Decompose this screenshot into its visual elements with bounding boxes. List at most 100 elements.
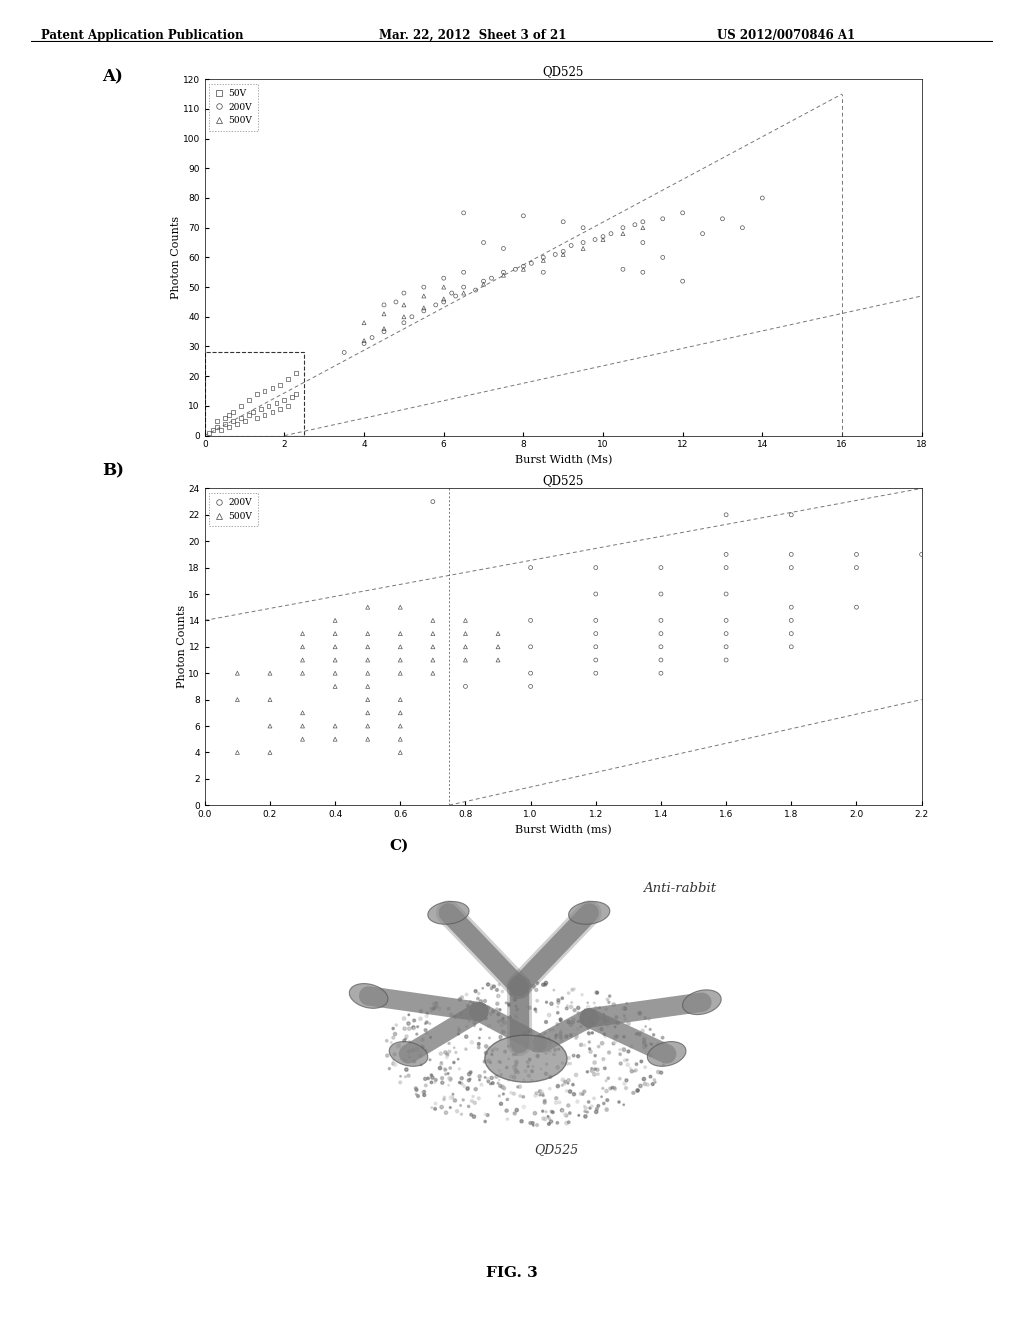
Point — [542, 1067, 558, 1088]
Point — [416, 300, 432, 321]
Point — [551, 1092, 567, 1113]
Point — [427, 1093, 443, 1114]
Point — [603, 223, 620, 244]
Point — [566, 999, 583, 1020]
Point — [437, 1064, 454, 1085]
Point — [458, 649, 474, 671]
Point — [587, 1045, 603, 1067]
Point — [508, 1052, 524, 1073]
Point — [553, 1020, 569, 1041]
Point — [541, 1107, 557, 1129]
Point — [470, 989, 486, 1010]
Point — [512, 1085, 528, 1106]
Point — [268, 392, 285, 413]
Point — [327, 663, 343, 684]
Point — [580, 1061, 596, 1082]
Point — [586, 1064, 602, 1085]
Point — [510, 1061, 526, 1082]
Ellipse shape — [484, 1035, 567, 1082]
Point — [590, 1064, 606, 1085]
Point — [492, 1028, 508, 1049]
Point — [548, 1026, 564, 1047]
Point — [425, 649, 441, 671]
Point — [452, 1072, 468, 1093]
Point — [580, 1018, 596, 1039]
Point — [578, 1097, 594, 1118]
Point — [554, 1030, 570, 1051]
Point — [563, 1024, 580, 1045]
Point — [493, 1027, 509, 1048]
Point — [453, 1094, 469, 1115]
Point — [535, 1031, 551, 1052]
Point — [581, 1024, 597, 1045]
Point — [718, 649, 734, 671]
Point — [652, 623, 669, 644]
Point — [468, 1078, 484, 1100]
Point — [456, 261, 472, 282]
Point — [639, 1074, 655, 1096]
Point — [632, 1003, 648, 1024]
Point — [487, 1038, 504, 1059]
Point — [554, 1074, 570, 1096]
Point — [617, 1077, 634, 1098]
Point — [376, 318, 392, 339]
Point — [392, 715, 409, 737]
Point — [385, 1027, 401, 1048]
Point — [460, 995, 476, 1016]
Point — [237, 411, 253, 432]
Point — [632, 1076, 648, 1097]
Point — [601, 986, 617, 1007]
X-axis label: Burst Width (ms): Burst Width (ms) — [515, 825, 611, 836]
Point — [565, 1045, 582, 1067]
Point — [500, 1089, 516, 1110]
Point — [597, 1057, 613, 1078]
Point — [635, 216, 651, 238]
Ellipse shape — [349, 983, 388, 1008]
Point — [471, 1088, 487, 1109]
Point — [220, 404, 237, 425]
Point — [593, 1019, 609, 1040]
Point — [652, 610, 669, 631]
Point — [465, 1086, 481, 1107]
Point — [574, 216, 591, 238]
Point — [509, 1031, 525, 1052]
Point — [294, 649, 310, 671]
Point — [425, 491, 441, 512]
Point — [848, 544, 864, 565]
Point — [484, 1040, 501, 1061]
Point — [478, 1036, 495, 1057]
Point — [597, 1010, 613, 1031]
Point — [262, 715, 279, 737]
Point — [548, 1088, 564, 1109]
Point — [566, 978, 583, 999]
Point — [538, 1101, 554, 1122]
Point — [426, 997, 442, 1018]
Point — [506, 1056, 522, 1077]
Point — [529, 973, 546, 994]
Ellipse shape — [568, 902, 610, 924]
Point — [588, 649, 604, 671]
Point — [718, 557, 734, 578]
Point — [495, 1022, 511, 1043]
Point — [522, 1036, 539, 1057]
Point — [516, 1071, 532, 1092]
Point — [611, 1092, 628, 1113]
Point — [507, 259, 523, 280]
Point — [327, 729, 343, 750]
Point — [538, 1011, 554, 1032]
Point — [505, 1036, 521, 1057]
Point — [587, 1052, 603, 1073]
Point — [654, 209, 671, 230]
Point — [563, 997, 580, 1018]
Point — [406, 1018, 422, 1039]
Point — [406, 1040, 422, 1061]
Point — [406, 1016, 422, 1038]
Point — [490, 974, 507, 995]
Point — [396, 1030, 413, 1051]
Point — [629, 1053, 645, 1074]
Point — [592, 1008, 608, 1030]
Point — [460, 1077, 476, 1098]
Point — [456, 276, 472, 297]
Point — [515, 1086, 531, 1107]
Point — [694, 223, 711, 244]
